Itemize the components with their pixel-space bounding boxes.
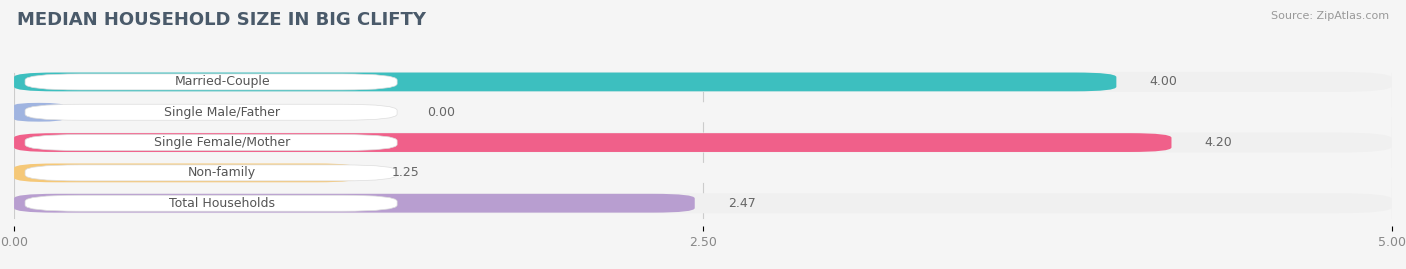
FancyBboxPatch shape: [14, 72, 1392, 92]
FancyBboxPatch shape: [14, 163, 1392, 183]
FancyBboxPatch shape: [25, 104, 396, 120]
FancyBboxPatch shape: [14, 193, 1392, 213]
FancyBboxPatch shape: [14, 164, 359, 182]
Text: Source: ZipAtlas.com: Source: ZipAtlas.com: [1271, 11, 1389, 21]
FancyBboxPatch shape: [25, 74, 396, 90]
Text: 2.47: 2.47: [728, 197, 755, 210]
Text: 1.25: 1.25: [392, 167, 419, 179]
Text: Non-family: Non-family: [188, 167, 256, 179]
Text: 0.00: 0.00: [427, 106, 456, 119]
Text: 4.20: 4.20: [1205, 136, 1232, 149]
Text: Single Male/Father: Single Male/Father: [165, 106, 280, 119]
Text: MEDIAN HOUSEHOLD SIZE IN BIG CLIFTY: MEDIAN HOUSEHOLD SIZE IN BIG CLIFTY: [17, 11, 426, 29]
FancyBboxPatch shape: [25, 134, 396, 151]
FancyBboxPatch shape: [25, 165, 396, 181]
Text: Total Households: Total Households: [169, 197, 276, 210]
Text: 4.00: 4.00: [1150, 75, 1177, 89]
FancyBboxPatch shape: [14, 194, 695, 213]
FancyBboxPatch shape: [14, 133, 1392, 153]
Text: Married-Couple: Married-Couple: [174, 75, 270, 89]
FancyBboxPatch shape: [14, 103, 63, 122]
FancyBboxPatch shape: [14, 102, 1392, 122]
FancyBboxPatch shape: [25, 195, 396, 211]
FancyBboxPatch shape: [14, 73, 1116, 91]
Text: Single Female/Mother: Single Female/Mother: [155, 136, 290, 149]
FancyBboxPatch shape: [14, 133, 1171, 152]
